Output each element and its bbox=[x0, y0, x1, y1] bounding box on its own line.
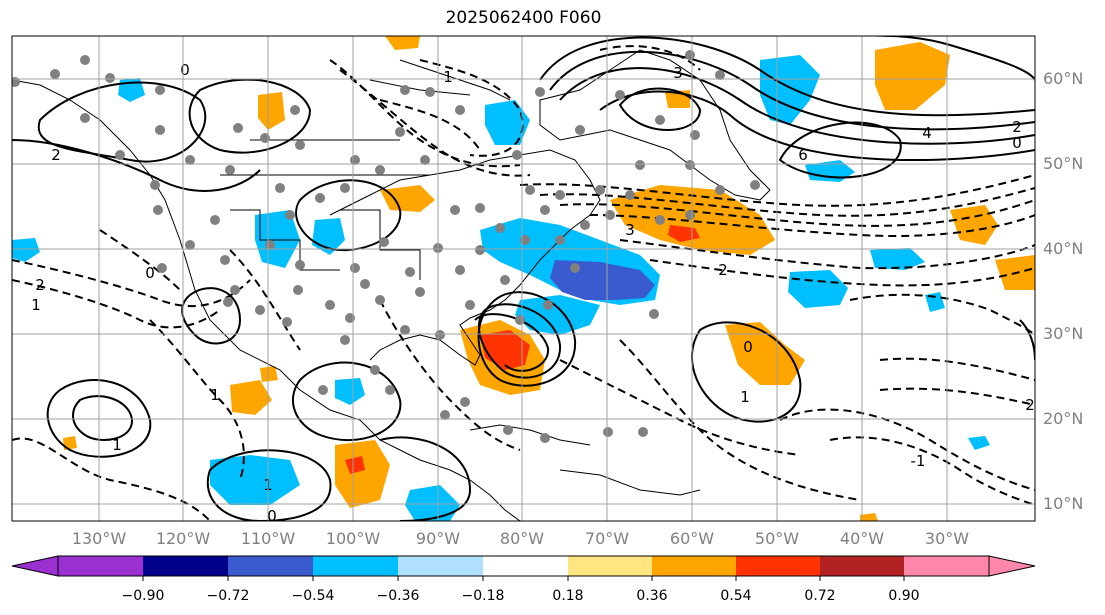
lon-label: 90°W bbox=[416, 529, 460, 548]
plot-area bbox=[12, 36, 1035, 521]
lon-label: 30°W bbox=[925, 529, 969, 548]
contour-label: 2 bbox=[1012, 118, 1022, 136]
colorbar-tick-label: 0.18 bbox=[552, 588, 583, 604]
colorbar: −0.90 −0.72 −0.54 −0.36 −0.18 0.18 0.36 … bbox=[11, 555, 1036, 604]
lon-label: 100°W bbox=[326, 529, 381, 548]
lon-label: 70°W bbox=[585, 529, 629, 548]
colorbar-tick-label: 0.72 bbox=[804, 588, 835, 604]
colorbar-segment bbox=[58, 556, 143, 576]
longitude-labels: 130°W 120°W 110°W 100°W 90°W 80°W 70°W 6… bbox=[72, 529, 969, 548]
contour-label: 2 bbox=[35, 276, 45, 294]
colorbar-segment bbox=[143, 556, 228, 576]
colorbar-tick-label: −0.72 bbox=[207, 588, 250, 604]
coastlines bbox=[12, 49, 771, 521]
contour-label: 0 bbox=[145, 264, 155, 282]
plot-border bbox=[11, 35, 1036, 522]
colorbar-tick-label: 0.36 bbox=[636, 588, 667, 604]
contour-label: 0 bbox=[743, 338, 753, 356]
contour-label: 4 bbox=[922, 124, 932, 142]
lat-label: 50°N bbox=[1043, 154, 1083, 173]
contour-label: 6 bbox=[798, 146, 808, 164]
colorbar-segment bbox=[652, 556, 736, 576]
contour-label: 2 bbox=[718, 261, 728, 279]
colorbar-segment bbox=[228, 556, 313, 576]
map-title: 2025062400 F060 bbox=[445, 8, 602, 28]
colorbar-segment bbox=[904, 556, 989, 576]
colorbar-segment bbox=[313, 556, 398, 576]
contour-label: 1 bbox=[210, 386, 220, 404]
colorbar-extend-low bbox=[11, 555, 59, 577]
contour-label: 2 bbox=[1025, 396, 1035, 414]
dashed-contours bbox=[12, 45, 1035, 521]
contour-label: -1 bbox=[911, 452, 926, 470]
lon-label: 50°W bbox=[755, 529, 799, 548]
colorbar-segment bbox=[736, 556, 820, 576]
colorbar-tick-label: −0.54 bbox=[292, 588, 335, 604]
lat-label: 10°N bbox=[1043, 494, 1083, 513]
lat-label: 40°N bbox=[1043, 239, 1083, 258]
lon-label: 60°W bbox=[670, 529, 714, 548]
colorbar-tick-label: 0.54 bbox=[720, 588, 751, 604]
colorbar-tick-label: −0.18 bbox=[462, 588, 505, 604]
colorbar-segment bbox=[820, 556, 904, 576]
lon-label: 40°W bbox=[840, 529, 884, 548]
contour-label: 1 bbox=[443, 68, 453, 86]
colorbar-tick-label: 0.90 bbox=[888, 588, 919, 604]
colorbar-tick-label: −0.90 bbox=[122, 588, 165, 604]
contour-label: 2 bbox=[51, 146, 61, 164]
latitude-labels: 60°N 50°N 40°N 30°N 20°N 10°N bbox=[1043, 69, 1083, 513]
solid-contours bbox=[12, 36, 1035, 521]
colorbar-segment bbox=[398, 556, 483, 576]
colorbar-tick-label: −0.36 bbox=[377, 588, 420, 604]
contour-label: 1 bbox=[112, 436, 122, 454]
contour-label: 1 bbox=[740, 388, 750, 406]
contour-label: 0 bbox=[180, 61, 190, 79]
colorbar-segment bbox=[568, 556, 652, 576]
colorbar-extend-high bbox=[988, 555, 1036, 577]
lat-label: 60°N bbox=[1043, 69, 1083, 88]
colorbar-segment bbox=[483, 556, 568, 576]
contour-label: 1 bbox=[31, 296, 41, 314]
lon-label: 130°W bbox=[72, 529, 127, 548]
lon-label: 120°W bbox=[156, 529, 211, 548]
contour-label: 3 bbox=[673, 64, 683, 82]
gridlines bbox=[12, 36, 1035, 521]
lat-label: 20°N bbox=[1043, 409, 1083, 428]
contour-label: 0 bbox=[1012, 134, 1022, 152]
contour-label: 3 bbox=[625, 221, 635, 239]
lon-label: 110°W bbox=[241, 529, 296, 548]
lon-label: 80°W bbox=[500, 529, 544, 548]
lat-label: 30°N bbox=[1043, 324, 1083, 343]
contour-label: 0 bbox=[267, 507, 277, 525]
